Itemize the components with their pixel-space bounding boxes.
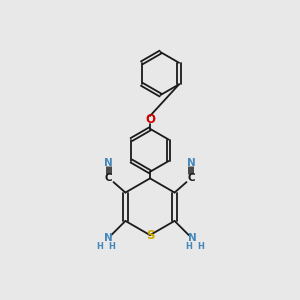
Text: C: C — [105, 173, 112, 183]
Text: N: N — [188, 232, 196, 243]
Text: H: H — [185, 242, 192, 251]
Text: N: N — [187, 158, 196, 168]
Text: H: H — [197, 242, 204, 251]
Text: N: N — [104, 158, 113, 168]
Text: H: H — [108, 242, 115, 251]
Text: O: O — [145, 113, 155, 126]
Text: C: C — [188, 173, 195, 183]
Text: H: H — [96, 242, 103, 251]
Text: N: N — [104, 232, 112, 243]
Text: S: S — [146, 229, 154, 242]
